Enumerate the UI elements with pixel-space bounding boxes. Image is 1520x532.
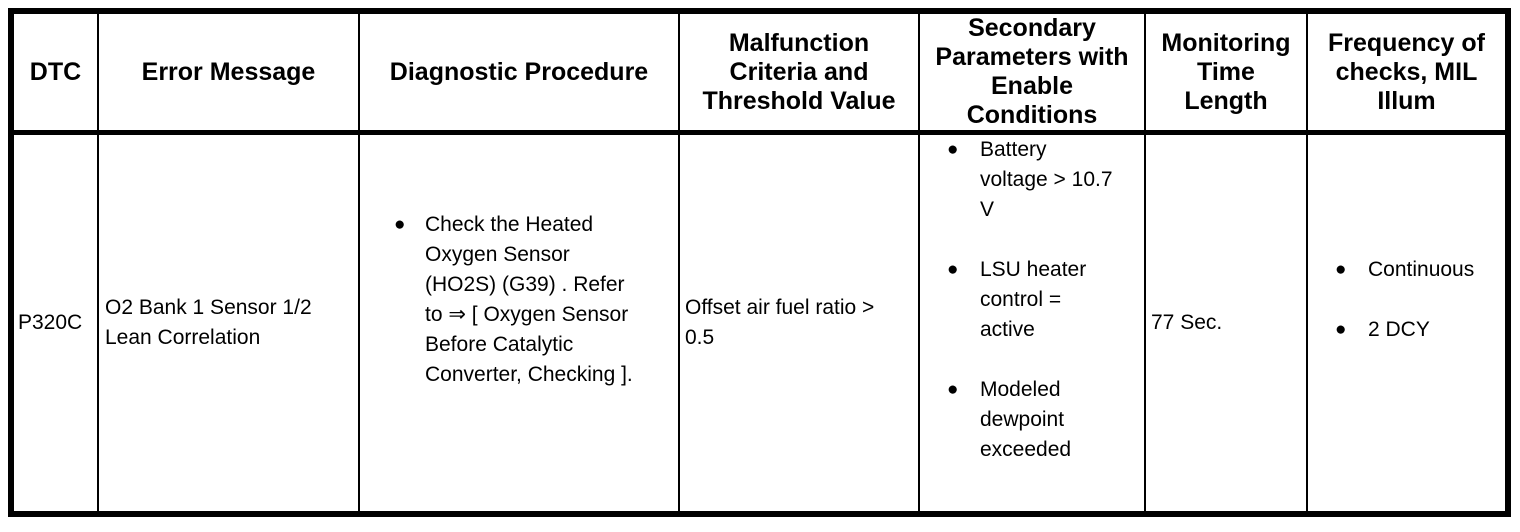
header-line: Illum: [1377, 86, 1436, 115]
bullet-list: ● Battery voltage > 10.7 V ● LS: [921, 135, 1136, 465]
text-line: dewpoint: [980, 408, 1065, 431]
text-line: Converter, Checking ].: [425, 363, 633, 386]
cell-monitoring-time: 77 Sec.: [1144, 131, 1308, 511]
text-line: active: [980, 318, 1035, 341]
column-header-secondary-parameters: Secondary Parameters with Enable Conditi…: [918, 14, 1146, 135]
dtc-table-border: DTC Error Message Diagnostic Procedure M…: [8, 8, 1511, 517]
header-line: Length: [1184, 86, 1268, 115]
bullet-icon: ●: [947, 139, 959, 160]
text-line: Lean Correlation: [105, 326, 261, 349]
bullet-icon: ●: [1335, 319, 1347, 340]
header-line: checks, MIL: [1335, 57, 1478, 86]
text-line: Offset air fuel ratio >: [685, 296, 875, 319]
cell-dtc-code: P320C: [14, 131, 99, 511]
header-line: Enable: [991, 72, 1073, 100]
text-line: Modeled: [980, 378, 1061, 401]
list-item-text: Check the Heated Oxygen Sensor (HO2S) (G…: [425, 210, 670, 390]
list-item-text: LSU heater control = active: [980, 255, 1136, 345]
column-header-monitoring-time: Monitoring Time Length: [1144, 14, 1308, 135]
cell-diagnostic-procedure: ● Check the Heated Oxygen Sensor (HO2S) …: [358, 131, 680, 511]
list-item-check-sensor: ● Check the Heated Oxygen Sensor (HO2S) …: [361, 210, 670, 390]
dtc-code: P320C: [18, 311, 83, 334]
text-line: Check the Heated: [425, 213, 594, 236]
header-line: Diagnostic Procedure: [389, 57, 649, 86]
text-line: (HO2S) (G39) . Refer: [425, 273, 625, 296]
header-line: Time: [1197, 57, 1255, 86]
text-line: voltage > 10.7: [980, 168, 1113, 191]
cell-frequency-of-checks: ● Continuous ● 2 DCY: [1306, 131, 1505, 511]
text-line: Oxygen Sensor: [425, 243, 570, 266]
text-line: 2 DCY: [1368, 318, 1430, 341]
bullet-icon: ●: [1335, 259, 1347, 280]
header-line: Malfunction: [728, 28, 870, 57]
cell-malfunction-criteria: Offset air fuel ratio > 0.5: [678, 131, 920, 511]
bullet-icon: ●: [947, 379, 959, 400]
monitoring-time-value: 77 Sec.: [1151, 311, 1223, 334]
list-item-continuous: ● Continuous: [1309, 255, 1497, 285]
header-line: Secondary: [968, 14, 1096, 42]
bullet-list: ● Check the Heated Oxygen Sensor (HO2S) …: [361, 210, 670, 390]
list-item-text: Battery voltage > 10.7 V: [980, 135, 1136, 225]
cell-secondary-parameters: ● Battery voltage > 10.7 V ● LS: [918, 131, 1146, 511]
column-header-dtc: DTC: [14, 14, 99, 135]
bullet-icon: ●: [947, 259, 959, 280]
header-line: Frequency of: [1328, 28, 1485, 57]
header-line: DTC: [29, 57, 82, 86]
header-line: Error Message: [141, 57, 316, 86]
column-header-frequency-of-checks: Frequency of checks, MIL Illum: [1306, 14, 1505, 135]
header-line: Parameters with: [935, 43, 1129, 71]
table-row-p320c: P320C O2 Bank 1 Sensor 1/2 Lean Correlat…: [14, 131, 1505, 511]
text-line: Battery: [980, 138, 1047, 161]
text-line: exceeded: [980, 438, 1072, 461]
text-line: Continuous: [1368, 258, 1475, 281]
bullet-list: ● Continuous ● 2 DCY: [1309, 255, 1497, 345]
column-header-diagnostic-procedure: Diagnostic Procedure: [358, 14, 680, 135]
cell-error-message: O2 Bank 1 Sensor 1/2 Lean Correlation: [97, 131, 360, 511]
list-item-modeled-dewpoint: ● Modeled dewpoint exceeded: [921, 375, 1136, 465]
text-line: LSU heater: [980, 258, 1087, 281]
text-line: 0.5: [685, 326, 715, 349]
list-item-text: 2 DCY: [1368, 315, 1497, 345]
header-line: Threshold Value: [702, 86, 896, 115]
header-line: Conditions: [966, 101, 1098, 129]
list-item-battery-voltage: ● Battery voltage > 10.7 V: [921, 135, 1136, 225]
list-item-text: Continuous: [1368, 255, 1497, 285]
header-line: Criteria and: [729, 57, 869, 86]
diagnostic-trouble-code-table: DTC Error Message Diagnostic Procedure M…: [14, 14, 1505, 511]
column-header-error-message: Error Message: [97, 14, 360, 135]
text-line: Before Catalytic: [425, 333, 574, 356]
list-item-2dcy: ● 2 DCY: [1309, 315, 1497, 345]
text-line: O2 Bank 1 Sensor 1/2: [105, 296, 312, 319]
text-line: to ⇒ [ Oxygen Sensor: [425, 303, 629, 326]
list-item-text: Modeled dewpoint exceeded: [980, 375, 1136, 465]
text-line: control =: [980, 288, 1062, 311]
list-item-lsu-heater: ● LSU heater control = active: [921, 255, 1136, 345]
header-line: Monitoring: [1161, 28, 1291, 57]
column-header-malfunction-criteria: Malfunction Criteria and Threshold Value: [678, 14, 920, 135]
text-line: V: [980, 198, 995, 221]
table-header-row: DTC Error Message Diagnostic Procedure M…: [14, 14, 1505, 135]
bullet-icon: ●: [394, 214, 406, 235]
